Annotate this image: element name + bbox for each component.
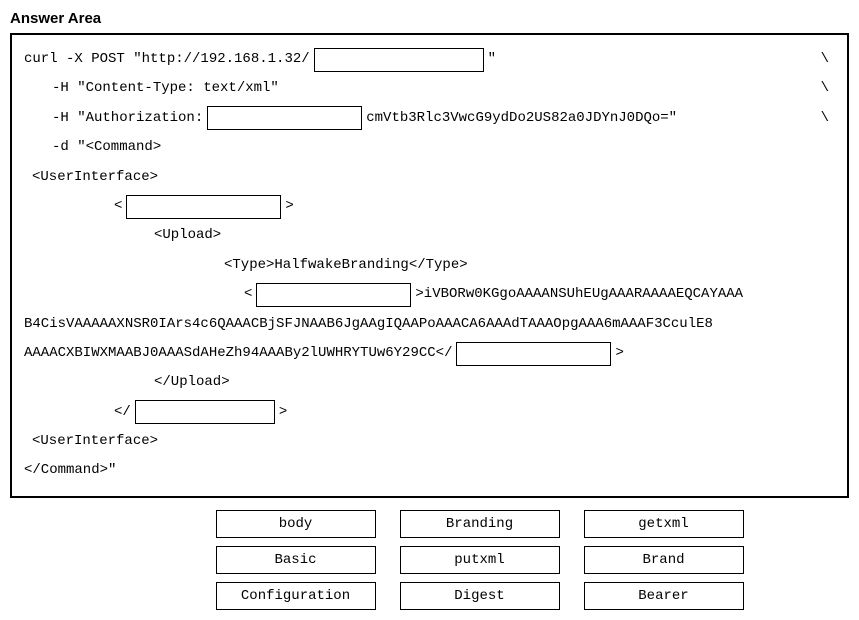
option-brand[interactable]: Brand bbox=[584, 546, 744, 574]
code-line-3: -H "Authorization: cmVtb3Rlc3VwcG9ydDo2U… bbox=[24, 104, 835, 133]
code-text: >iVBORw0KGgoAAAANSUhEUgAAARAAAAEQCAYAAA bbox=[415, 280, 743, 309]
option-getxml[interactable]: getxml bbox=[584, 510, 744, 538]
code-text: </ bbox=[114, 398, 131, 427]
option-branding[interactable]: Branding bbox=[400, 510, 560, 538]
option-row: Basic putxml Brand bbox=[216, 546, 744, 574]
code-text: </Upload> bbox=[154, 368, 230, 397]
option-putxml[interactable]: putxml bbox=[400, 546, 560, 574]
blank-url-path[interactable] bbox=[314, 48, 484, 72]
option-digest[interactable]: Digest bbox=[400, 582, 560, 610]
code-line-5: <UserInterface> bbox=[24, 163, 835, 192]
code-text: <Upload> bbox=[154, 221, 221, 250]
code-text: " bbox=[488, 45, 496, 74]
code-line-14: <UserInterface> bbox=[24, 427, 835, 456]
line-continuation: \ bbox=[821, 74, 835, 103]
option-bearer[interactable]: Bearer bbox=[584, 582, 744, 610]
code-line-7: <Upload> bbox=[24, 221, 835, 250]
blank-open-tag-1[interactable] bbox=[126, 195, 281, 219]
code-text: B4CisVAAAAAXNSR0IArs4c6QAAACBjSFJNAAB6Jg… bbox=[24, 310, 713, 339]
code-text: <Type>HalfwakeBranding</Type> bbox=[224, 251, 468, 280]
code-text: -d "<Command> bbox=[52, 133, 161, 162]
code-container: curl -X POST "http://192.168.1.32/ " \ -… bbox=[10, 33, 849, 498]
code-line-4: -d "<Command> bbox=[24, 133, 835, 162]
code-line-9: < >iVBORw0KGgoAAAANSUhEUgAAARAAAAEQCAYAA… bbox=[24, 280, 835, 309]
code-text: < bbox=[244, 280, 252, 309]
option-row: body Branding getxml bbox=[216, 510, 744, 538]
blank-close-image-tag[interactable] bbox=[456, 342, 611, 366]
code-line-2: -H "Content-Type: text/xml" \ bbox=[24, 74, 835, 103]
answer-area-title: Answer Area bbox=[10, 10, 849, 27]
code-line-10: B4CisVAAAAAXNSR0IArs4c6QAAACBjSFJNAAB6Jg… bbox=[24, 310, 835, 339]
code-text: -H "Content-Type: text/xml" bbox=[52, 74, 279, 103]
code-text: > bbox=[279, 398, 287, 427]
option-basic[interactable]: Basic bbox=[216, 546, 376, 574]
code-text: cmVtb3Rlc3VwcG9ydDo2US82a0JDYnJ0DQo=" bbox=[366, 104, 677, 133]
code-text: > bbox=[285, 192, 293, 221]
code-text: curl -X POST "http://192.168.1.32/ bbox=[24, 45, 310, 74]
code-text: < bbox=[114, 192, 122, 221]
code-line-11: AAAACXBIWXMAABJ0AAASdAHeZh94AAABy2lUWHRY… bbox=[24, 339, 835, 368]
blank-image-tag[interactable] bbox=[256, 283, 411, 307]
blank-close-tag-1[interactable] bbox=[135, 400, 275, 424]
option-configuration[interactable]: Configuration bbox=[216, 582, 376, 610]
code-line-1: curl -X POST "http://192.168.1.32/ " \ bbox=[24, 45, 835, 74]
code-text: <UserInterface> bbox=[32, 163, 158, 192]
line-continuation: \ bbox=[821, 45, 835, 74]
code-line-6: < > bbox=[24, 192, 835, 221]
code-line-15: </Command>" bbox=[24, 456, 835, 485]
option-row: Configuration Digest Bearer bbox=[216, 582, 744, 610]
code-text: > bbox=[615, 339, 623, 368]
code-text: </Command>" bbox=[24, 456, 116, 485]
code-line-13: </ > bbox=[24, 398, 835, 427]
code-text: AAAACXBIWXMAABJ0AAASdAHeZh94AAABy2lUWHRY… bbox=[24, 339, 452, 368]
code-text: -H "Authorization: bbox=[52, 104, 203, 133]
line-continuation: \ bbox=[821, 104, 835, 133]
option-body[interactable]: body bbox=[216, 510, 376, 538]
code-text: <UserInterface> bbox=[32, 427, 158, 456]
code-line-12: </Upload> bbox=[24, 368, 835, 397]
options-container: body Branding getxml Basic putxml Brand … bbox=[10, 510, 849, 610]
code-line-8: <Type>HalfwakeBranding</Type> bbox=[24, 251, 835, 280]
blank-auth-type[interactable] bbox=[207, 106, 362, 130]
